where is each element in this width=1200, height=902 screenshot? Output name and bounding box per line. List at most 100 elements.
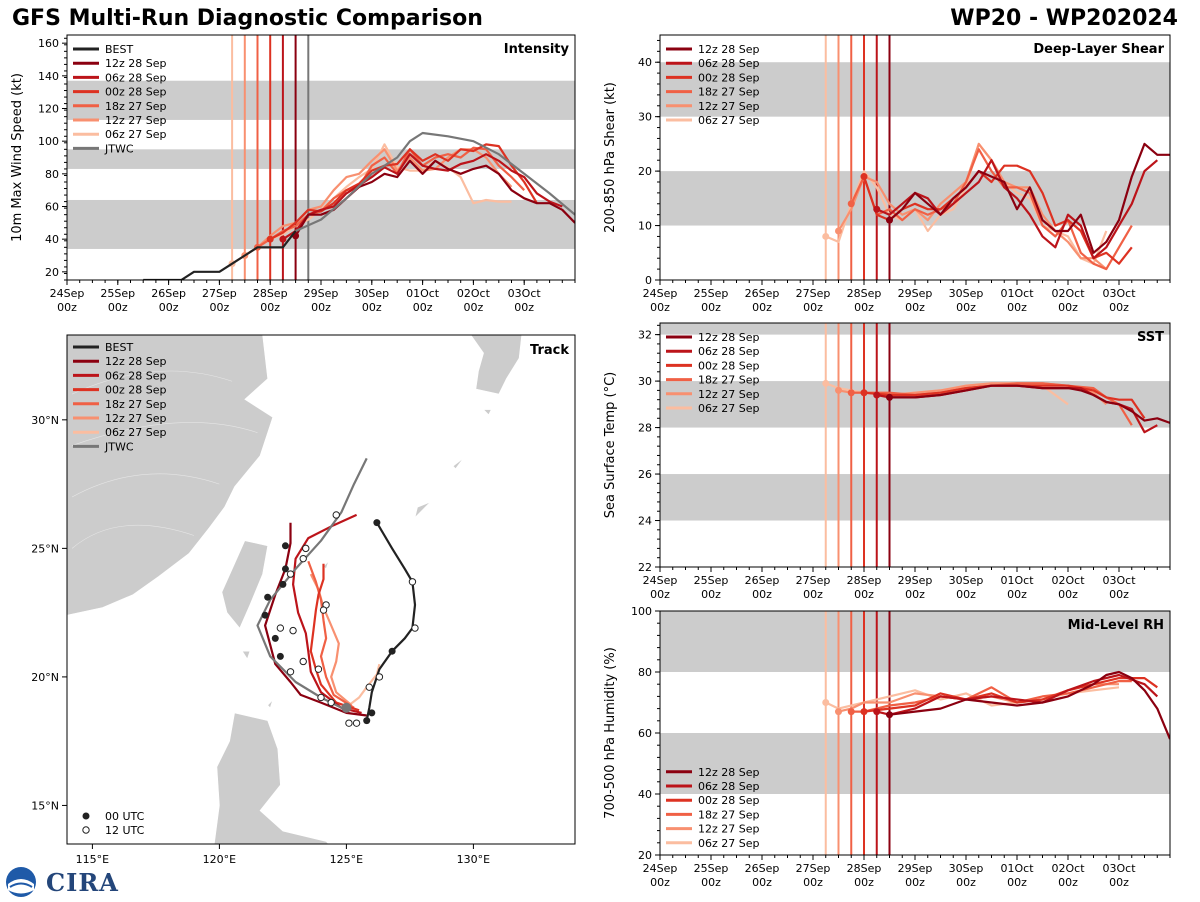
x-tick-label: 26Sep (151, 287, 186, 300)
track-point-12utc (332, 511, 340, 519)
track-point-00utc (363, 717, 371, 725)
x-tick-label: 00z (650, 876, 670, 889)
plot-area (660, 323, 1170, 567)
shaded-band (660, 733, 1170, 794)
x-tick-label: 30Sep (949, 287, 984, 300)
map-area (67, 335, 523, 844)
x-tick-label: 03Oct (508, 287, 542, 300)
shear-panel: 24Sep00z25Sep00z26Sep00z27Sep00z28Sep00z… (603, 34, 1171, 314)
init-marker (886, 216, 893, 224)
x-tick-label: 26Sep (745, 287, 780, 300)
y-tick-label: 10 (638, 220, 652, 233)
x-tick-label: 28Sep (253, 287, 288, 300)
legend-label: BEST (105, 341, 133, 354)
legend-label: 12z 27 Sep (698, 388, 760, 401)
legend-label: 18z 27 Sep (698, 86, 760, 99)
track-point-12utc (408, 578, 417, 586)
x-tick-label: 30Sep (949, 862, 984, 875)
legend-00utc-marker (82, 812, 90, 820)
x-tick-label: 27Sep (202, 287, 237, 300)
series-line-jtwc (295, 131, 575, 233)
x-tick-label: 00z (464, 301, 484, 314)
x-tick-label: 125°E (330, 853, 363, 866)
noaa-logo-icon (6, 867, 36, 897)
track-point-00utc (368, 709, 376, 717)
x-tick-label: 00z (514, 301, 534, 314)
x-tick-label: 00z (210, 301, 230, 314)
y-tick-label: 30 (638, 375, 652, 388)
panel-title: Deep-Layer Shear (1033, 42, 1164, 57)
x-tick-label: 00z (413, 301, 433, 314)
series-line-best (143, 230, 297, 280)
track-point-12utc (286, 668, 295, 676)
x-tick-label: 27Sep (796, 862, 831, 875)
y-tick-label: 30 (638, 111, 652, 124)
y-tick-label: 100 (38, 135, 59, 148)
init-marker (886, 393, 893, 401)
track-line-jtwc (256, 457, 368, 712)
x-tick-label: 00z (956, 301, 976, 314)
jtwc-current-marker (341, 702, 352, 713)
x-tick-label: 115°E (76, 853, 109, 866)
init-marker (835, 227, 842, 235)
x-tick-label: 00z (57, 301, 77, 314)
track-point-12utc (327, 698, 335, 707)
y-tick-label: 24 (638, 515, 652, 528)
init-marker (847, 389, 855, 397)
province-border (71, 422, 258, 446)
luzon-land (213, 712, 330, 844)
init-marker (835, 386, 842, 394)
x-tick-label: 00z (311, 301, 331, 314)
shaded-band (660, 611, 1170, 672)
ishigaki-land (323, 560, 329, 570)
x-tick-label: 24Sep (50, 287, 85, 300)
track-line-12z-28-sep (264, 522, 367, 717)
x-tick-label: 00z (752, 876, 772, 889)
x-tick-label: 24Sep (643, 574, 678, 587)
legend-label: 00z 28 Sep (698, 794, 760, 807)
babuyan-island-land (267, 699, 273, 709)
taiwan-land (221, 540, 269, 629)
plot-area (67, 35, 575, 280)
legend-label: BEST (105, 43, 133, 56)
province-border (71, 524, 195, 549)
init-marker (279, 235, 287, 243)
series-line-00z-28-sep (863, 384, 1146, 419)
legend-label: 06z 27 Sep (105, 128, 167, 141)
x-tick-label: 00z (1007, 588, 1027, 601)
x-tick-label: 00z (854, 301, 874, 314)
x-tick-label: 00z (1007, 301, 1027, 314)
series-line-12z-28-sep (889, 670, 1170, 740)
track-point-00utc (373, 519, 381, 527)
init-marker (835, 708, 842, 716)
y-axis-label: 200-850 hPa Shear (kt) (603, 82, 618, 233)
track-line-18z-27-sep (307, 560, 355, 709)
panel-title: Track (530, 343, 569, 358)
init-marker (886, 711, 893, 719)
kyushu-land (470, 335, 523, 395)
x-tick-label: 130°E (457, 853, 490, 866)
x-tick-label: 28Sep (847, 862, 882, 875)
china-mainland-land (67, 335, 274, 616)
x-tick-label: 03Oct (1102, 862, 1136, 875)
legend-label: 18z 27 Sep (105, 100, 167, 113)
init-marker (822, 232, 830, 240)
y-tick-label: 0 (645, 274, 652, 287)
x-tick-label: 30Sep (949, 574, 984, 587)
x-tick-label: 02Oct (457, 287, 491, 300)
y-tick-label: 140 (38, 70, 59, 83)
track-point-12utc (319, 606, 328, 614)
x-tick-label: 00z (803, 588, 823, 601)
shaded-band (67, 199, 575, 249)
legend-label: 18z 27 Sep (105, 398, 167, 411)
track-point-12utc (352, 719, 361, 727)
legend-label: 12z 28 Sep (698, 43, 760, 56)
track-point-00utc (261, 611, 269, 619)
x-tick-label: 26Sep (745, 862, 780, 875)
legend-label: 06z 28 Sep (105, 369, 167, 382)
track-point-00utc (388, 647, 396, 655)
x-tick-label: 00z (956, 588, 976, 601)
x-tick-label: 00z (752, 588, 772, 601)
